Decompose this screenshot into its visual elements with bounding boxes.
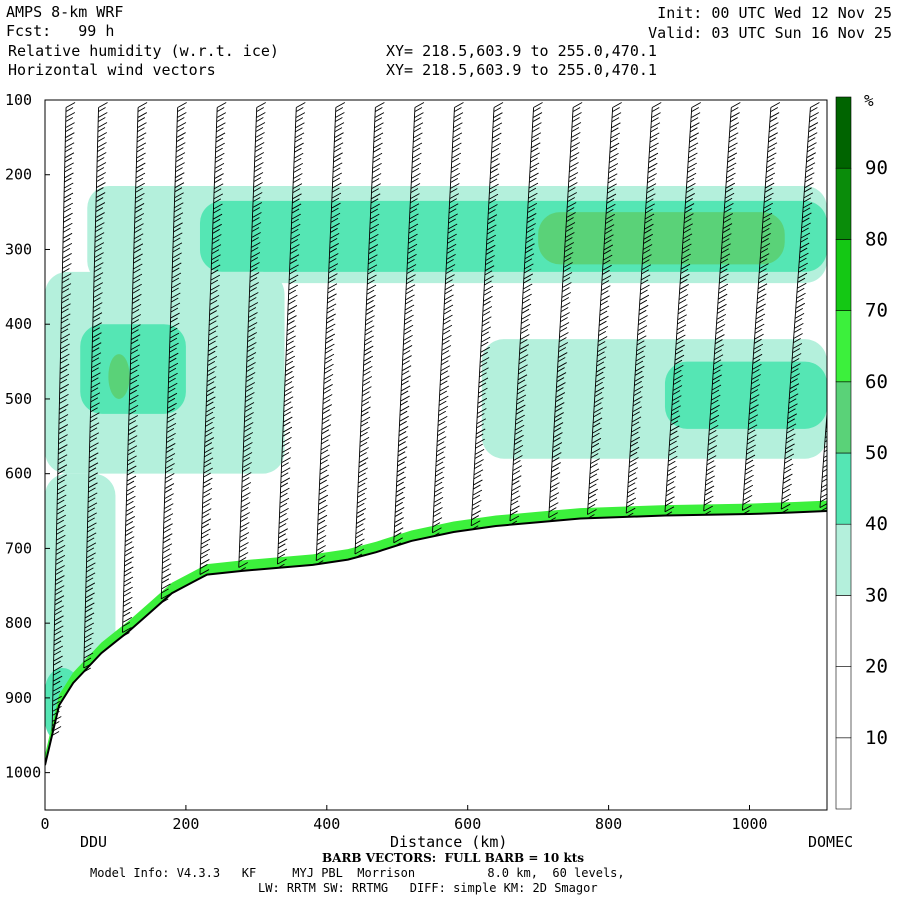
wind-barb-column <box>393 102 425 548</box>
wind-barb-column <box>548 102 583 522</box>
colorbar-label: 30 <box>865 584 888 606</box>
colorbar-label: 10 <box>865 727 888 749</box>
wind-barb-column <box>160 102 187 604</box>
xy-range-2: XY= 218.5,603.9 to 255.0,470.1 <box>386 61 657 79</box>
xy-range-1: XY= 218.5,603.9 to 255.0,470.1 <box>386 42 657 60</box>
colorbar-segment <box>835 381 852 454</box>
wind-barb-column <box>470 102 504 531</box>
colorbar-label: 20 <box>865 656 888 678</box>
wind-barb-column <box>625 102 662 518</box>
x-tick-label: 0 <box>40 815 49 833</box>
wind-barb-column <box>432 102 464 538</box>
forecast-hour: Fcst: 99 h <box>6 22 115 40</box>
y-tick-label: 500 <box>5 390 32 408</box>
x-tick-label: 800 <box>595 815 622 833</box>
wind-barb-column <box>51 102 76 736</box>
x-end-label-left: DDU <box>80 833 107 851</box>
model-title: AMPS 8-km WRF <box>6 3 124 21</box>
terrain-ground <box>45 511 827 810</box>
model-info: Model Info: V4.3.3 KF MYJ PBL Morrison 8… <box>90 866 625 880</box>
colorbar-segment <box>835 595 852 667</box>
y-tick-label: 600 <box>5 465 32 483</box>
x-end-label-right: DOMEC <box>808 833 853 851</box>
wind-barb-column <box>780 102 820 514</box>
x-tick-label: 400 <box>313 815 340 833</box>
rh-region-4 <box>80 324 186 414</box>
colorbar-segment <box>835 239 852 311</box>
colorbar-segment <box>835 523 852 596</box>
wind-barb-column <box>277 102 306 569</box>
wind-barb-column <box>742 102 781 515</box>
colorbar-segment <box>835 310 852 383</box>
x-tick-label: 600 <box>454 815 481 833</box>
colorbar-label: 70 <box>865 300 888 322</box>
y-tick-label: 700 <box>5 539 32 557</box>
colorbar-label: 40 <box>865 513 888 535</box>
y-tick-label: 300 <box>5 240 32 258</box>
wind-barb-column <box>354 102 385 559</box>
y-tick-label: 900 <box>5 689 32 707</box>
wind-barb-column <box>703 102 741 516</box>
rh-region-5 <box>108 354 130 399</box>
colorbar-unit: % <box>864 91 874 110</box>
plot-frame <box>44 99 828 811</box>
x-tick-label: 1000 <box>731 815 767 833</box>
wind-barb-column <box>122 102 148 637</box>
colorbar-label: 80 <box>865 228 888 250</box>
colorbar-segment <box>835 96 852 169</box>
physics-info: LW: RRTM SW: RRTMG DIFF: simple KM: 2D S… <box>258 881 598 895</box>
wind-barb-column <box>509 102 543 526</box>
valid-time: Valid: 03 UTC Sun 16 Nov 25 <box>648 24 892 42</box>
x-axis-label: Distance (km) <box>390 833 507 851</box>
colorbar-segment <box>835 452 852 525</box>
colorbar-segment <box>835 737 852 810</box>
wind-barb-column <box>238 102 266 572</box>
wind-barb-column <box>315 102 346 565</box>
rh-region-8 <box>45 473 116 698</box>
colorbar-label: 90 <box>865 157 888 179</box>
y-tick-label: 1000 <box>5 764 41 782</box>
y-tick-label: 200 <box>5 166 32 184</box>
y-tick-label: 800 <box>5 614 32 632</box>
rh-region-7 <box>664 361 827 429</box>
y-tick-label: 100 <box>5 91 32 109</box>
colorbar-segment <box>835 666 852 739</box>
rh-region-2 <box>538 212 785 265</box>
terrain-surface-line <box>45 510 827 766</box>
init-time: Init: 00 UTC Wed 12 Nov 25 <box>657 4 892 22</box>
y-tick-label: 400 <box>5 315 32 333</box>
colorbar-segment <box>835 167 852 240</box>
field-title-rh: Relative humidity (w.r.t. ice) <box>8 42 279 60</box>
wind-barb-column <box>199 102 227 579</box>
colorbar-label: 60 <box>865 371 888 393</box>
field-title-wind: Horizontal wind vectors <box>8 61 216 79</box>
barb-legend: BARB VECTORS: FULL BARB = 10 kts <box>322 851 585 865</box>
wind-barb-column <box>587 102 622 519</box>
x-tick-label: 200 <box>172 815 199 833</box>
wind-barb-column <box>83 102 108 673</box>
wind-barb-column <box>664 102 701 517</box>
colorbar-label: 50 <box>865 442 888 464</box>
